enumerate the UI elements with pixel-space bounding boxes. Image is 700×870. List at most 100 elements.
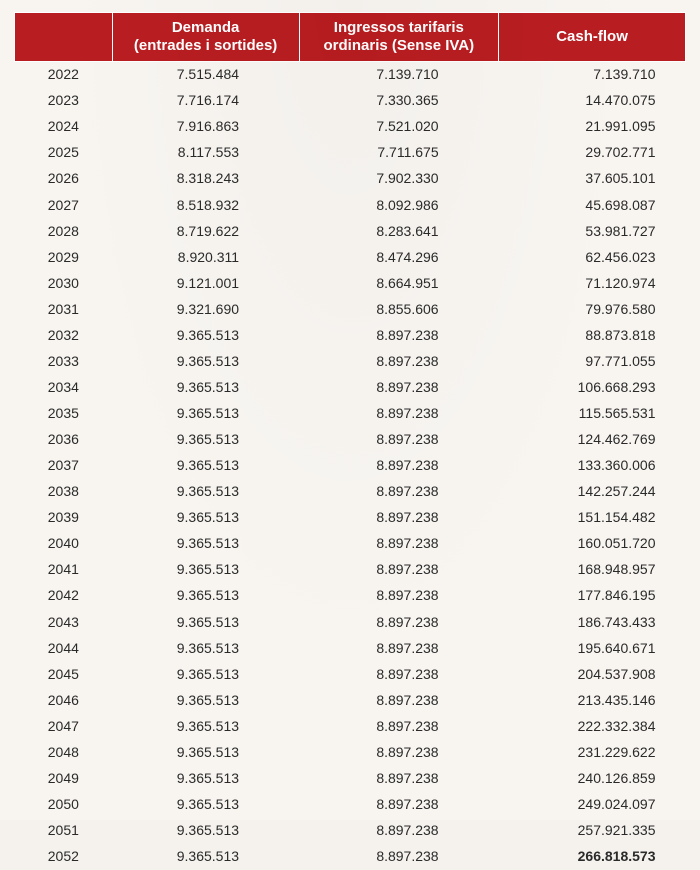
cell-demand: 9.365.513 (112, 427, 299, 453)
cell-revenue: 8.897.238 (299, 714, 499, 740)
cell-year: 2039 (15, 505, 113, 531)
cell-revenue: 8.897.238 (299, 609, 499, 635)
cell-revenue: 8.897.238 (299, 531, 499, 557)
cell-revenue: 8.897.238 (299, 583, 499, 609)
cell-revenue: 8.897.238 (299, 792, 499, 818)
cell-year: 2033 (15, 349, 113, 375)
cell-cashflow: 21.991.095 (499, 114, 686, 140)
cell-revenue: 8.897.238 (299, 375, 499, 401)
cell-cashflow: 115.565.531 (499, 401, 686, 427)
cell-year: 2052 (15, 844, 113, 870)
cell-demand: 9.365.513 (112, 766, 299, 792)
cell-cashflow: 53.981.727 (499, 218, 686, 244)
cell-year: 2034 (15, 375, 113, 401)
table-row: 20298.920.3118.474.29662.456.023 (15, 244, 686, 270)
cell-demand: 9.365.513 (112, 557, 299, 583)
cell-demand: 9.365.513 (112, 635, 299, 661)
table-row: 20247.916.8637.521.02021.991.095 (15, 114, 686, 140)
cell-year: 2023 (15, 88, 113, 114)
cell-revenue: 8.897.238 (299, 661, 499, 687)
cell-revenue: 7.711.675 (299, 140, 499, 166)
cell-year: 2038 (15, 479, 113, 505)
cell-revenue: 7.902.330 (299, 166, 499, 192)
cell-cashflow: 124.462.769 (499, 427, 686, 453)
cell-year: 2036 (15, 427, 113, 453)
cell-year: 2043 (15, 609, 113, 635)
cell-year: 2028 (15, 218, 113, 244)
cell-cashflow: 142.257.244 (499, 479, 686, 505)
cell-demand: 9.365.513 (112, 714, 299, 740)
table-row: 20479.365.5138.897.238222.332.384 (15, 714, 686, 740)
cell-cashflow: 222.332.384 (499, 714, 686, 740)
cell-cashflow: 151.154.482 (499, 505, 686, 531)
cell-demand: 7.515.484 (112, 62, 299, 89)
table-row: 20309.121.0018.664.95171.120.974 (15, 271, 686, 297)
cell-demand: 9.121.001 (112, 271, 299, 297)
table-row: 20369.365.5138.897.238124.462.769 (15, 427, 686, 453)
cell-demand: 9.365.513 (112, 505, 299, 531)
cell-cashflow: 204.537.908 (499, 661, 686, 687)
cell-cashflow: 45.698.087 (499, 192, 686, 218)
cell-year: 2041 (15, 557, 113, 583)
cell-revenue: 8.283.641 (299, 218, 499, 244)
table-row: 20258.117.5537.711.67529.702.771 (15, 140, 686, 166)
cell-revenue: 7.330.365 (299, 88, 499, 114)
cell-cashflow: 37.605.101 (499, 166, 686, 192)
cell-revenue: 8.897.238 (299, 740, 499, 766)
cell-year: 2037 (15, 453, 113, 479)
cell-cashflow: 240.126.859 (499, 766, 686, 792)
cell-cashflow: 249.024.097 (499, 792, 686, 818)
cell-year: 2040 (15, 531, 113, 557)
cell-cashflow: 29.702.771 (499, 140, 686, 166)
table-row: 20379.365.5138.897.238133.360.006 (15, 453, 686, 479)
table-row: 20268.318.2437.902.33037.605.101 (15, 166, 686, 192)
table-row: 20278.518.9328.092.98645.698.087 (15, 192, 686, 218)
cell-cashflow: 266.818.573 (499, 844, 686, 870)
cell-demand: 9.365.513 (112, 661, 299, 687)
cell-cashflow: 168.948.957 (499, 557, 686, 583)
cell-year: 2030 (15, 271, 113, 297)
cell-demand: 9.365.513 (112, 479, 299, 505)
cell-revenue: 8.855.606 (299, 297, 499, 323)
cell-cashflow: 88.873.818 (499, 323, 686, 349)
cell-revenue: 8.897.238 (299, 323, 499, 349)
cell-demand: 9.365.513 (112, 323, 299, 349)
cell-demand: 9.365.513 (112, 453, 299, 479)
cell-demand: 9.365.513 (112, 844, 299, 870)
cell-cashflow: 133.360.006 (499, 453, 686, 479)
cell-demand: 8.920.311 (112, 244, 299, 270)
table-row: 20359.365.5138.897.238115.565.531 (15, 401, 686, 427)
cell-revenue: 8.092.986 (299, 192, 499, 218)
cell-year: 2049 (15, 766, 113, 792)
cell-revenue: 8.897.238 (299, 766, 499, 792)
cell-revenue: 7.521.020 (299, 114, 499, 140)
table-row: 20329.365.5138.897.23888.873.818 (15, 323, 686, 349)
table-row: 20288.719.6228.283.64153.981.727 (15, 218, 686, 244)
cell-cashflow: 97.771.055 (499, 349, 686, 375)
cell-year: 2042 (15, 583, 113, 609)
cell-year: 2045 (15, 661, 113, 687)
cell-revenue: 8.664.951 (299, 271, 499, 297)
table-row: 20419.365.5138.897.238168.948.957 (15, 557, 686, 583)
table-row: 20489.365.5138.897.238231.229.622 (15, 740, 686, 766)
table-header-row: Demanda(entrades i sortides)Ingressos ta… (15, 13, 686, 62)
cell-year: 2026 (15, 166, 113, 192)
table-row: 20399.365.5138.897.238151.154.482 (15, 505, 686, 531)
table-row: 20319.321.6908.855.60679.976.580 (15, 297, 686, 323)
financial-table: Demanda(entrades i sortides)Ingressos ta… (14, 12, 686, 870)
col-header-cashflow: Cash-flow (499, 13, 686, 62)
cell-year: 2046 (15, 688, 113, 714)
cell-year: 2024 (15, 114, 113, 140)
cell-cashflow: 257.921.335 (499, 818, 686, 844)
table-row: 20469.365.5138.897.238213.435.146 (15, 688, 686, 714)
cell-cashflow: 160.051.720 (499, 531, 686, 557)
cell-revenue: 8.474.296 (299, 244, 499, 270)
cell-revenue: 8.897.238 (299, 453, 499, 479)
cell-demand: 9.365.513 (112, 792, 299, 818)
table-row: 20499.365.5138.897.238240.126.859 (15, 766, 686, 792)
cell-demand: 8.719.622 (112, 218, 299, 244)
cell-demand: 8.518.932 (112, 192, 299, 218)
cell-revenue: 8.897.238 (299, 844, 499, 870)
page: { "table": { "header_bg": "#b81d21", "he… (0, 0, 700, 820)
cell-revenue: 8.897.238 (299, 349, 499, 375)
